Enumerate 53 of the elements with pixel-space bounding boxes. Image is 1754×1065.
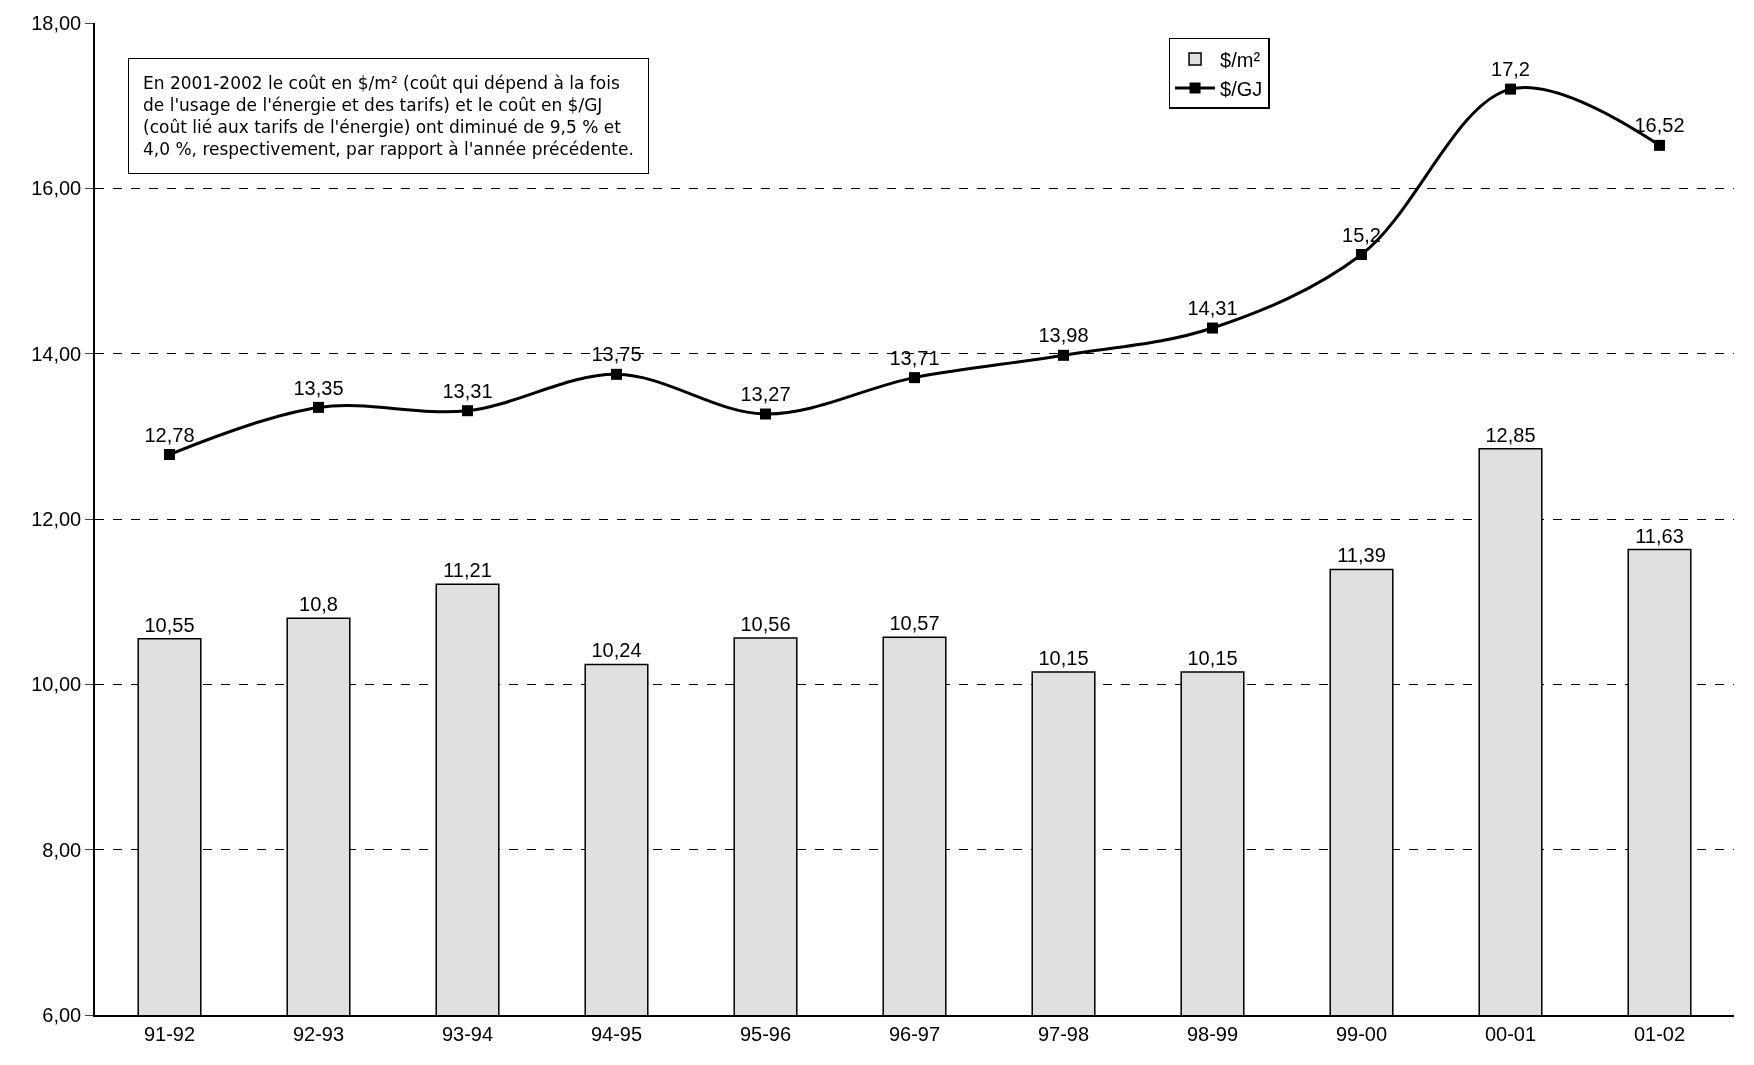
x-tick-label: 96-97 [888,1022,941,1045]
x-tick-label: 01-02 [1633,1022,1686,1045]
data-label: 15,2 [1342,223,1381,246]
data-label: 12,85 [1485,423,1536,446]
data-label: 13,75 [591,343,642,366]
point [164,449,175,461]
data-label: 11,63 [1635,524,1684,547]
point [1654,139,1665,151]
legend-label: $/GJ [1220,77,1263,100]
x-tick-label: 97-98 [1037,1022,1090,1045]
x-tick-label: 98-99 [1186,1022,1239,1045]
x-tick-label: 95-96 [739,1022,792,1045]
y-tick-label: 12,00 [31,508,82,530]
annotation: En 2001-2002 le coût en $/m² (coût qui dépend à la fois de l'usage de l'énergie et des tarifs) et le coût en $/GJ (coût lié aux tarifs de l'énergie) ont diminué de 9,5 % et 4,0 %, respectivement, par rapport à l'année précédente. [143,73,634,160]
y-tick-label: 10,00 [31,673,82,696]
data-label: 13,35 [293,376,344,399]
data-label: 12,78 [144,423,195,446]
data-label: 13,27 [740,383,791,406]
data-label: 10,15 [1187,646,1238,669]
x-tick-label: 92-93 [292,1022,345,1045]
data-label: 13,98 [1038,324,1089,347]
data-label: 10,15 [1038,646,1089,669]
x-tick-label: 00-01 [1484,1022,1537,1045]
point [1505,83,1516,95]
point [611,368,622,380]
legend-label: $/m² [1220,48,1261,71]
point [1058,349,1069,361]
data-label: 11,21 [443,559,492,582]
data-label: 10,8 [299,593,338,616]
point [313,401,324,413]
x-tick-label: 91-92 [143,1022,196,1045]
data-label: 10,55 [144,613,195,636]
data-label: 11,39 [1337,544,1386,567]
data-label: 13,31 [442,379,493,402]
data-label: 10,57 [889,612,940,635]
point [1207,322,1218,334]
y-tick-label: 6,00 [42,1004,82,1026]
y-tick-label: 8,00 [42,838,82,861]
y-tick-label: 18,00 [31,12,82,34]
data-label: 16,52 [1634,114,1685,137]
data-label: 17,2 [1491,58,1530,81]
x-tick-label: 93-94 [441,1022,494,1045]
x-tick-label: 94-95 [590,1022,643,1045]
point [462,405,473,417]
y-tick-label: 14,00 [31,342,82,365]
data-label: 14,31 [1187,297,1238,320]
y-tick-label: 16,00 [31,177,82,200]
data-label: 10,24 [591,639,642,662]
point [760,408,771,420]
x-tick-label: 99-00 [1335,1022,1388,1045]
data-label: 10,56 [740,613,791,636]
point [909,372,920,384]
point [1356,248,1367,260]
